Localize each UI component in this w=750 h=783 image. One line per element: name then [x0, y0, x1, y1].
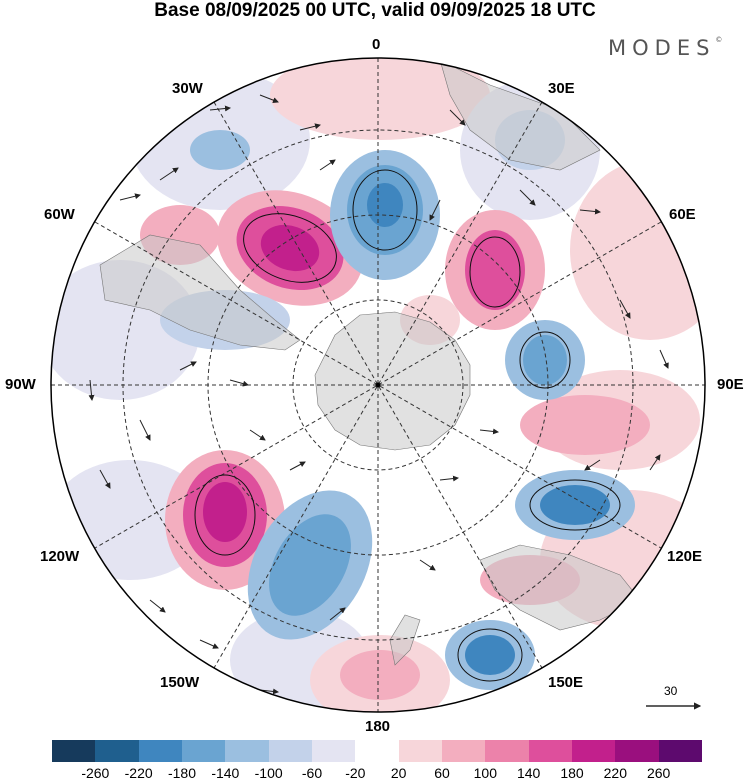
lon-label-180: 180: [365, 718, 391, 735]
colorbar: [52, 740, 702, 762]
reference-vector-value: 30: [664, 684, 678, 698]
modes-logo: MODES©: [608, 36, 722, 60]
south-america: [99, 234, 301, 351]
colorbar-segment: [441, 740, 486, 762]
map-border: [50, 57, 706, 713]
africa: [439, 59, 601, 171]
colorbar-tick-label: -140: [211, 765, 240, 781]
colorbar-segment: [52, 740, 96, 762]
colorbar-segment: [268, 740, 312, 762]
lon-label-90e: 90E: [717, 376, 744, 393]
colorbar-tick-label: -260: [81, 765, 110, 781]
colorbar-segment: [95, 740, 139, 762]
colorbar-segment: [225, 740, 269, 762]
colorbar-segment: [615, 740, 659, 762]
graticule: [51, 58, 705, 712]
colorbar-segment: [181, 740, 226, 762]
copyright-mark: ©: [715, 36, 723, 44]
colorbar-segment: [398, 740, 442, 762]
colorbar-tick-label: -220: [124, 765, 153, 781]
colorbar-tick-label: 100: [473, 765, 498, 781]
colorbar-tick-label: 180: [560, 765, 584, 781]
lon-label-60e: 60E: [669, 206, 696, 223]
colorbar-segment: [138, 740, 182, 762]
colorbar-segment: [311, 740, 356, 762]
lon-label-0: 0: [372, 36, 381, 53]
colorbar-tick-label: 140: [516, 765, 541, 781]
colorbar-segment: [571, 740, 616, 762]
lon-label-120e: 120E: [667, 548, 703, 565]
new-zealand: [389, 614, 421, 666]
lon-label-120w: 120W: [40, 548, 80, 565]
pole-marker: [375, 382, 381, 388]
map-content: [51, 58, 705, 712]
lon-label-30w: 30W: [172, 80, 203, 97]
colorbar-tick-label: 20: [390, 765, 407, 781]
colorbar-ticks: -260 -220 -180 -140 -100 -60 -20 20 60 100 140 180 2…: [52, 765, 702, 783]
lon-label-150w: 150W: [160, 674, 200, 691]
colorbar-segment: [485, 740, 529, 762]
colorbar-tick-label: 220: [603, 765, 628, 781]
colorbar-tick-label: -20: [345, 765, 366, 781]
lon-label-30e: 30E: [548, 80, 575, 97]
lon-label-150e: 150E: [548, 674, 584, 691]
wind-vectors: [88, 94, 669, 701]
brand-text: MODES: [608, 36, 716, 60]
colorbar-tick-label: -60: [301, 765, 323, 781]
map-title: Base 08/09/2025 00 UTC, valid 09/09/2025…: [154, 0, 596, 21]
colorbar-tick-label: 260: [646, 765, 671, 781]
lon-label-90w: 90W: [5, 376, 36, 393]
colorbar-segment: [528, 740, 572, 762]
colorbar-segment: [658, 740, 702, 762]
lon-label-60w: 60W: [44, 206, 75, 223]
streamlines: [194, 169, 621, 682]
colorbar-tick-label: -100: [254, 765, 283, 781]
colorbar-tick-label: 60: [434, 765, 450, 781]
colorbar-tick-label: -180: [167, 765, 197, 781]
colorbar-segment: [355, 740, 399, 762]
